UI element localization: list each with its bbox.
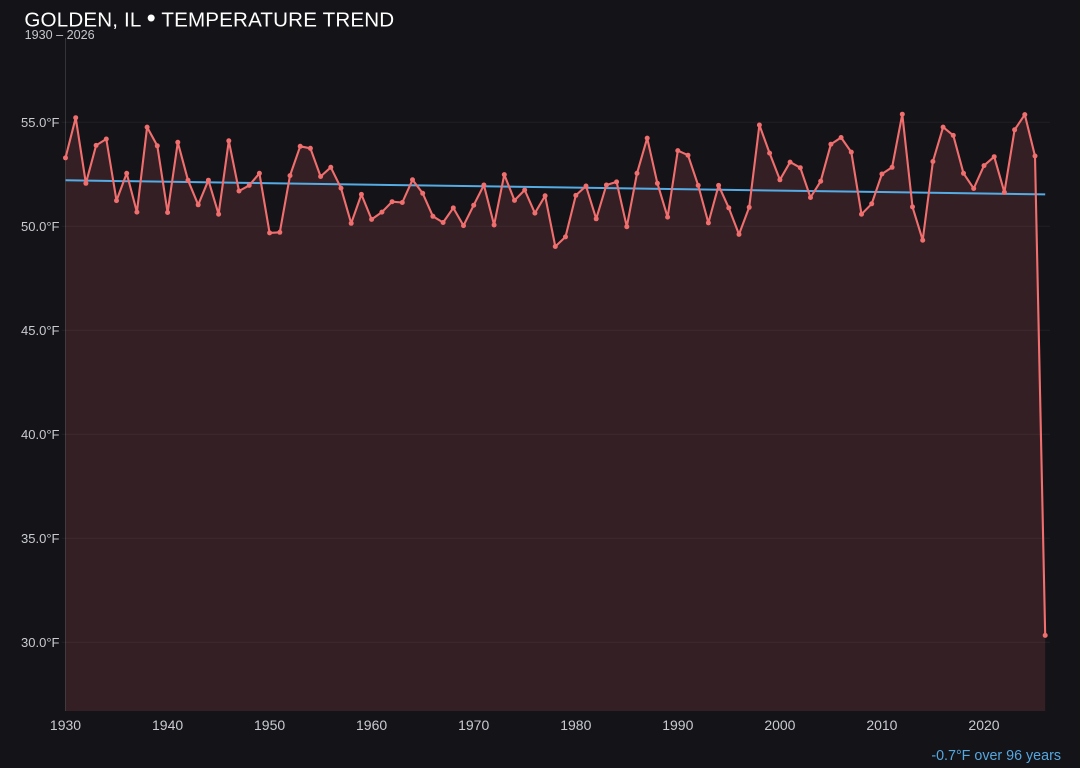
svg-text:2020: 2020 [968, 717, 999, 733]
svg-text:30.0°F: 30.0°F [21, 635, 60, 650]
svg-text:-0.7°F over 96 years: -0.7°F over 96 years [931, 748, 1061, 764]
svg-text:1960: 1960 [356, 717, 387, 733]
svg-text:1990: 1990 [662, 717, 693, 733]
svg-text:40.0°F: 40.0°F [21, 427, 60, 442]
svg-text:35.0°F: 35.0°F [21, 531, 60, 546]
svg-text:1940: 1940 [152, 717, 183, 733]
svg-text:2000: 2000 [764, 717, 795, 733]
svg-text:50.0°F: 50.0°F [21, 219, 60, 234]
svg-text:1930: 1930 [50, 717, 81, 733]
svg-text:1950: 1950 [254, 717, 285, 733]
svg-text:1970: 1970 [458, 717, 489, 733]
svg-text:1980: 1980 [560, 717, 591, 733]
svg-text:55.0°F: 55.0°F [21, 115, 60, 130]
svg-text:1930 – 2026: 1930 – 2026 [25, 28, 95, 42]
svg-text:2010: 2010 [866, 717, 897, 733]
svg-text:45.0°F: 45.0°F [21, 323, 60, 338]
